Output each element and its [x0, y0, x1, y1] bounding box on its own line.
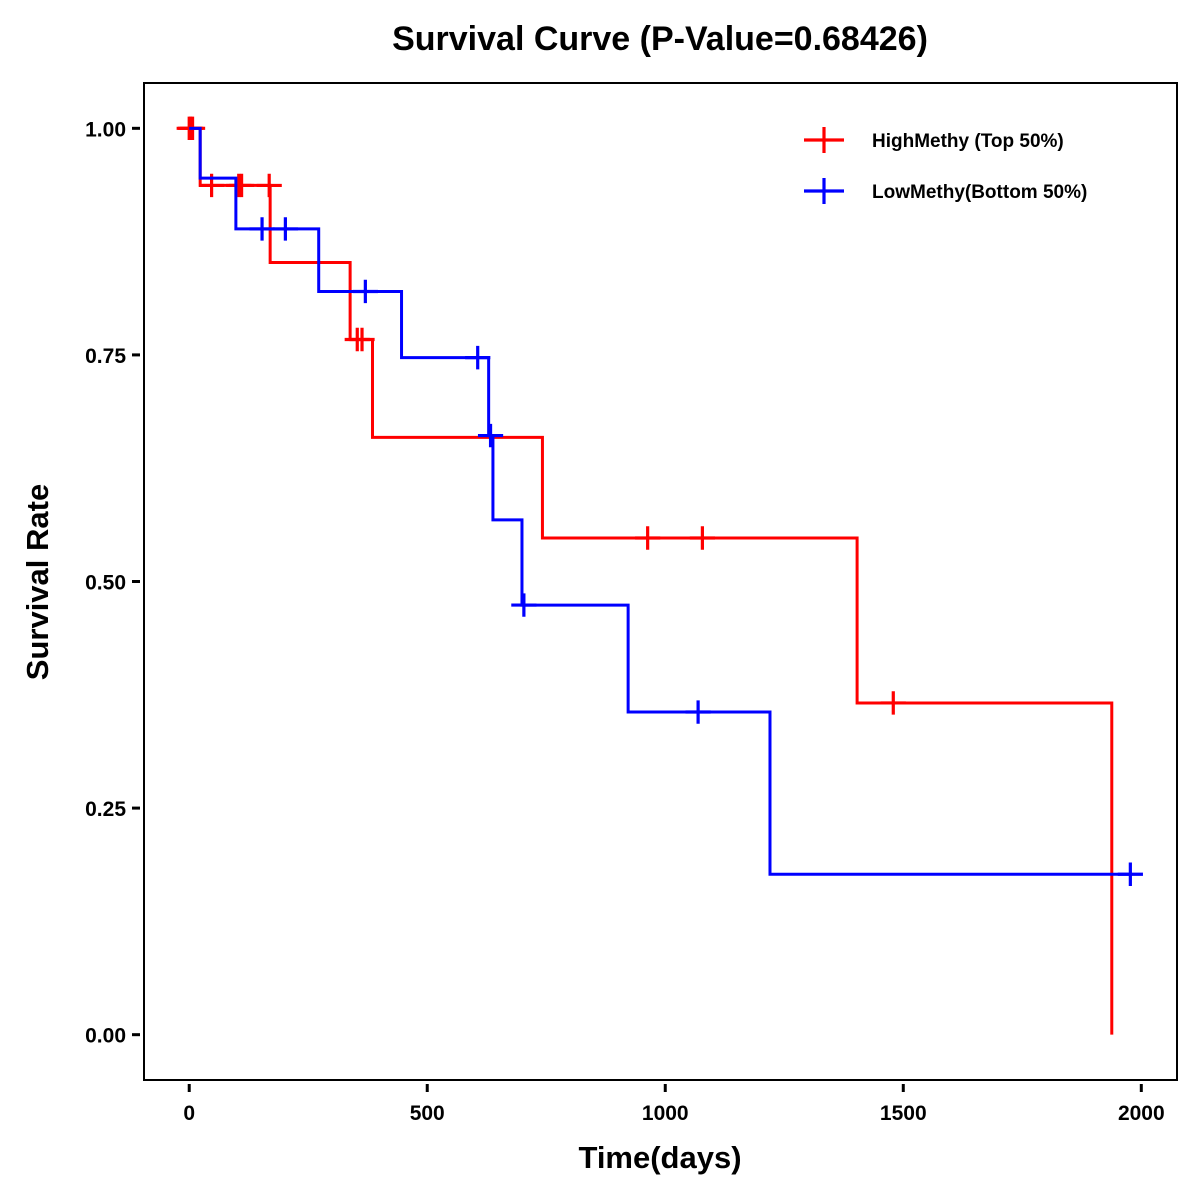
censor-mark	[1117, 862, 1143, 886]
series-layer	[176, 116, 1143, 1035]
censor-mark	[272, 217, 298, 241]
y-tick-label: 0.75	[85, 345, 126, 368]
censor-mark	[477, 423, 504, 448]
x-axis: 0 500 1000 1500 2000	[183, 1084, 1165, 1125]
legend-item: HighMethy (Top 50%)	[804, 127, 1064, 153]
series-high-methy	[176, 116, 1114, 1035]
plot-panel-border	[143, 82, 1178, 1081]
censor-mark	[880, 691, 906, 715]
legend-key-cross-icon	[804, 178, 844, 204]
y-tick-label: 0.50	[85, 572, 126, 595]
censor-mark	[249, 217, 275, 241]
censor-mark	[256, 173, 282, 198]
censor-mark	[228, 173, 255, 198]
x-tick-label: 1000	[642, 1102, 689, 1125]
y-axis: 0.00 0.25 0.50 0.75 1.00	[85, 118, 140, 1048]
series-low-methy	[189, 126, 1143, 886]
legend: HighMethy (Top 50%) LowMethy(Bottom 50%)	[804, 127, 1087, 204]
x-tick-label: 2000	[1118, 1102, 1165, 1125]
x-tick-label: 1500	[880, 1102, 927, 1125]
y-tick-label: 1.00	[85, 118, 126, 141]
legend-key-cross-icon	[804, 127, 844, 153]
y-axis-label: Survival Rate	[20, 484, 55, 680]
legend-item: LowMethy(Bottom 50%)	[804, 178, 1087, 204]
x-tick-label: 500	[410, 1102, 445, 1125]
y-tick-label: 0.25	[85, 798, 126, 821]
censor-mark	[511, 593, 537, 617]
legend-label: HighMethy (Top 50%)	[872, 131, 1064, 152]
censor-mark	[465, 345, 491, 370]
legend-label: LowMethy(Bottom 50%)	[872, 182, 1087, 203]
x-axis-label: Time(days)	[578, 1140, 741, 1175]
censor-mark	[635, 526, 661, 550]
censor-mark	[349, 327, 375, 352]
survival-step-line	[189, 126, 1131, 876]
x-tick-label: 0	[183, 1102, 195, 1125]
y-tick-label: 0.00	[85, 1025, 126, 1048]
censor-mark	[689, 526, 715, 550]
censor-mark	[352, 279, 378, 304]
chart-title: Survival Curve (P-Value=0.68426)	[392, 20, 928, 58]
censor-mark	[685, 700, 711, 724]
